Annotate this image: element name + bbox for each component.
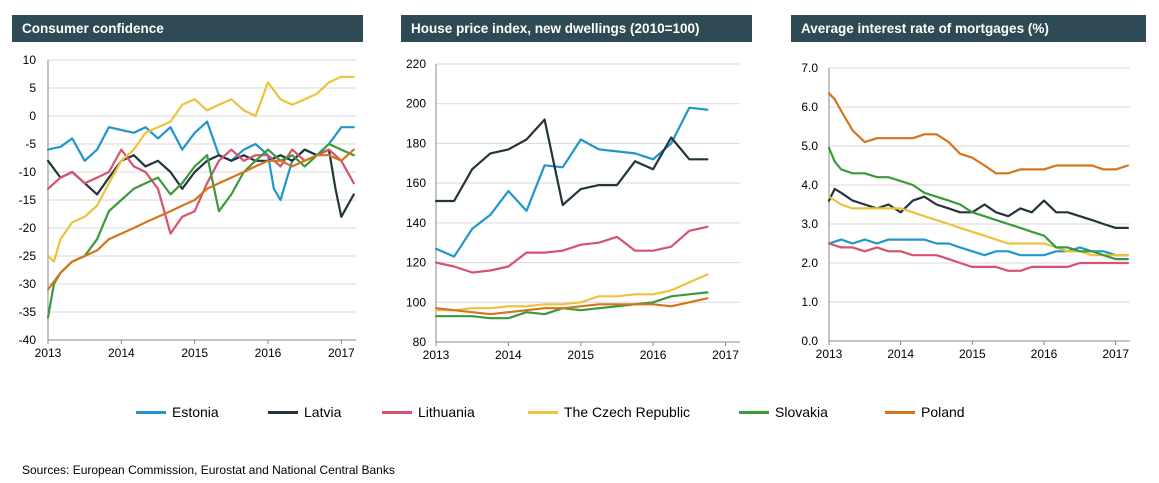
x-tick-label: 2014 [495, 348, 522, 362]
y-tick-label: -40 [19, 333, 37, 347]
y-tick-label: 1.0 [801, 295, 818, 309]
legend-swatch [739, 410, 769, 414]
x-tick-label: 2016 [640, 348, 667, 362]
series-line-lithuania [827, 242, 1130, 272]
series-line-lithuania [46, 148, 355, 235]
legend-label: Lithuania [418, 404, 475, 420]
y-tick-label: -10 [19, 165, 37, 179]
legend-swatch [268, 410, 298, 414]
panel-title-house-price-index: House price index, new dwellings (2010=1… [401, 15, 752, 42]
x-tick-label: 2014 [108, 346, 135, 360]
y-tick-label: 5 [29, 81, 36, 95]
x-tick-label: 2016 [255, 346, 282, 360]
y-tick-label: 10 [23, 53, 37, 67]
y-tick-label: 0.0 [801, 334, 818, 348]
legend-label: Slovakia [775, 404, 828, 420]
legend-item-latvia: Latvia [268, 402, 341, 422]
y-tick-label: -35 [19, 305, 37, 319]
x-tick-label: 2013 [816, 347, 843, 361]
panel-title-mortgage-rates: Average interest rate of mortgages (%) [791, 15, 1146, 42]
legend-item-the-czech-republic: The Czech Republic [528, 402, 690, 422]
legend-swatch [382, 410, 412, 414]
x-tick-label: 2013 [423, 348, 450, 362]
series-line-estonia [827, 238, 1130, 257]
series-line-slovakia [46, 142, 355, 319]
series-line-slovakia [434, 291, 709, 320]
y-tick-label: 5.0 [801, 139, 818, 153]
legend: Estonia Latvia Lithuania The Czech Republic… [0, 402, 1159, 422]
series-line-poland [827, 92, 1130, 175]
y-tick-label: 80 [413, 335, 427, 349]
y-tick-label: 7.0 [801, 61, 818, 75]
x-tick-label: 2013 [35, 346, 62, 360]
legend-item-estonia: Estonia [136, 402, 219, 422]
y-tick-label: 200 [406, 97, 426, 111]
y-tick-label: 120 [406, 256, 426, 270]
series-line-poland [46, 148, 355, 291]
x-tick-label: 2015 [181, 346, 208, 360]
y-tick-label: -20 [19, 221, 37, 235]
series-line-the-czech-republic [434, 273, 709, 312]
x-tick-label: 2015 [567, 348, 594, 362]
legend-swatch [528, 410, 558, 414]
x-tick-label: 2016 [1031, 347, 1058, 361]
x-tick-label: 2014 [887, 347, 914, 361]
y-tick-label: 3.0 [801, 217, 818, 231]
y-tick-label: -30 [19, 277, 37, 291]
y-tick-label: -25 [19, 249, 37, 263]
x-tick-label: 2015 [959, 347, 986, 361]
x-tick-label: 2017 [328, 346, 355, 360]
series-line-poland [434, 297, 709, 316]
source-note: Sources: European Commission, Eurostat a… [22, 463, 395, 477]
x-tick-label: 2017 [712, 348, 739, 362]
y-tick-label: 160 [406, 176, 426, 190]
series-line-the-czech-republic [46, 75, 355, 263]
series-line-latvia [434, 118, 709, 207]
legend-label: The Czech Republic [564, 404, 691, 420]
y-tick-label: 180 [406, 136, 426, 150]
series-line-slovakia [827, 146, 1130, 261]
y-tick-label: 140 [406, 216, 426, 230]
y-tick-label: -15 [19, 193, 37, 207]
legend-item-poland: Poland [885, 402, 965, 422]
legend-label: Latvia [304, 404, 342, 420]
y-tick-label: 220 [406, 57, 426, 71]
legend-item-lithuania: Lithuania [382, 402, 475, 422]
legend-swatch [885, 410, 915, 414]
y-tick-label: 6.0 [801, 100, 818, 114]
y-tick-label: 100 [406, 295, 426, 309]
y-tick-label: -5 [25, 137, 36, 151]
y-tick-label: 4.0 [801, 178, 818, 192]
y-tick-label: 0 [29, 109, 36, 123]
legend-label: Poland [921, 404, 965, 420]
series-line-latvia [46, 148, 355, 218]
series-line-lithuania [434, 225, 709, 274]
legend-swatch [136, 410, 166, 414]
panel-title-consumer-confidence: Consumer confidence [12, 15, 363, 42]
series-line-estonia [434, 106, 709, 258]
legend-item-slovakia: Slovakia [739, 402, 828, 422]
legend-label: Estonia [172, 404, 219, 420]
y-tick-label: 2.0 [801, 256, 818, 270]
x-tick-label: 2017 [1102, 347, 1129, 361]
series-line-the-czech-republic [827, 195, 1130, 257]
